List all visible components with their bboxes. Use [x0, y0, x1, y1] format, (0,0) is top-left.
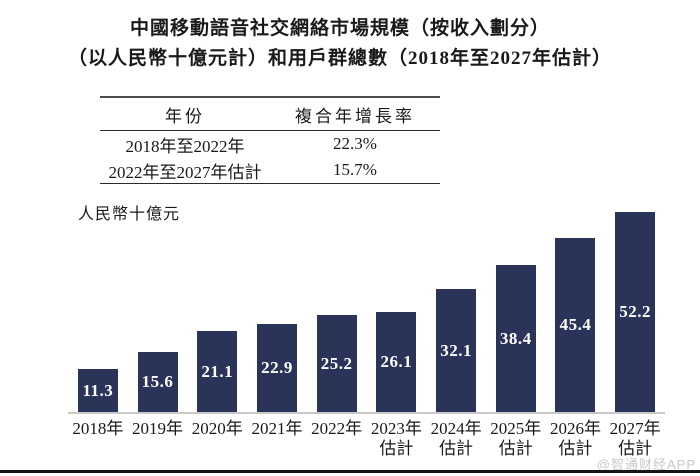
bar: 32.1	[436, 289, 477, 412]
table-row: 2018年至2022年 22.3%	[100, 131, 440, 157]
bar-column: 21.1	[187, 331, 247, 412]
bar-chart-plot: 11.3 15.6 21.1 22.9 25.2 26.1 32.1 38.4 45.4 52.2	[68, 212, 665, 412]
x-axis-tick-label: 2026年 估計	[549, 419, 601, 458]
page-title: 中國移動語音社交網絡市場規模（按收入劃分） （以人民幣十億元計）和用戶群總數（2…	[10, 14, 670, 74]
x-axis-tick-label: 2019年	[132, 419, 184, 438]
cagr-table: 年份 複合年增長率 2018年至2022年 22.3% 2022年至2027年估…	[100, 96, 440, 184]
bar-value-label: 22.9	[261, 358, 293, 377]
cagr-value-cell: 15.7%	[333, 160, 377, 179]
bar: 15.6	[137, 352, 178, 412]
bar-column: 11.3	[68, 369, 128, 412]
cagr-table-header-row: 年份 複合年增長率	[100, 98, 440, 131]
bar: 25.2	[316, 315, 357, 412]
y-axis-unit-label: 人民幣十億元	[78, 206, 181, 223]
bar-value-label: 15.6	[141, 372, 174, 391]
bar-value-label: 11.3	[82, 380, 114, 400]
bar-value-label: 32.1	[440, 340, 472, 360]
cagr-value-cell: 22.3%	[333, 134, 377, 153]
bar: 26.1	[376, 312, 417, 412]
bar: 22.9	[256, 324, 297, 412]
bar-column: 26.1	[367, 312, 427, 412]
bar-value-label: 52.2	[619, 302, 652, 321]
bar-value-label: 21.1	[201, 361, 234, 381]
bar-column: 32.1	[426, 289, 486, 412]
x-axis-tick-label: 2025年 估計	[490, 419, 542, 458]
bar-column: 25.2	[307, 315, 367, 412]
bar: 45.4	[555, 238, 596, 412]
x-axis-tick-label: 2020年	[191, 419, 243, 438]
x-axis-labels: 2018年 2019年 2020年 2021年 2022年 2023年 估計 2024年 估…	[68, 414, 665, 459]
bottom-divider	[0, 470, 700, 473]
x-axis-tick-label: 2024年 估計	[430, 419, 482, 458]
cagr-period-cell: 2022年至2027年估計	[108, 162, 262, 182]
bar: 52.2	[615, 212, 656, 412]
bar: 11.3	[77, 369, 118, 412]
bar-value-label: 38.4	[499, 328, 532, 348]
bar: 38.4	[495, 265, 536, 412]
bar-value-label: 45.4	[559, 315, 592, 334]
cagr-table-header-year: 年份	[165, 106, 205, 126]
page-title-line1: 中國移動語音社交網絡市場規模（按收入劃分）	[129, 18, 550, 39]
bar-value-label: 25.2	[320, 353, 353, 373]
x-axis-tick-label: 2027年 估計	[609, 419, 661, 458]
cagr-table-header-cagr: 複合年增長率	[295, 106, 415, 126]
bar-value-label: 26.1	[380, 352, 413, 371]
page-title-line2: （以人民幣十億元計）和用戶群總數（2018年至2027年估計）	[67, 48, 612, 69]
cagr-period-cell: 2018年至2022年	[125, 136, 245, 156]
bar-column: 22.9	[247, 324, 307, 412]
bar-chart: 11.3 15.6 21.1 22.9 25.2 26.1 32.1 38.4 45.4 52.2…	[68, 212, 665, 459]
bar-column: 15.6	[128, 352, 188, 412]
bar-column: 38.4	[486, 265, 546, 412]
x-axis-tick-label: 2022年	[311, 419, 363, 438]
bar-column: 52.2	[605, 212, 665, 412]
x-axis-tick-label: 2021年	[251, 419, 303, 438]
bar-column: 45.4	[546, 238, 606, 412]
x-axis-tick-label: 2023年 估計	[370, 419, 422, 458]
watermark: @智通财经APP	[596, 457, 696, 472]
bar: 21.1	[197, 331, 238, 412]
x-axis-line	[68, 412, 665, 414]
x-axis-tick-label: 2018年	[72, 419, 124, 438]
table-row: 2022年至2027年估計 15.7%	[100, 157, 440, 183]
